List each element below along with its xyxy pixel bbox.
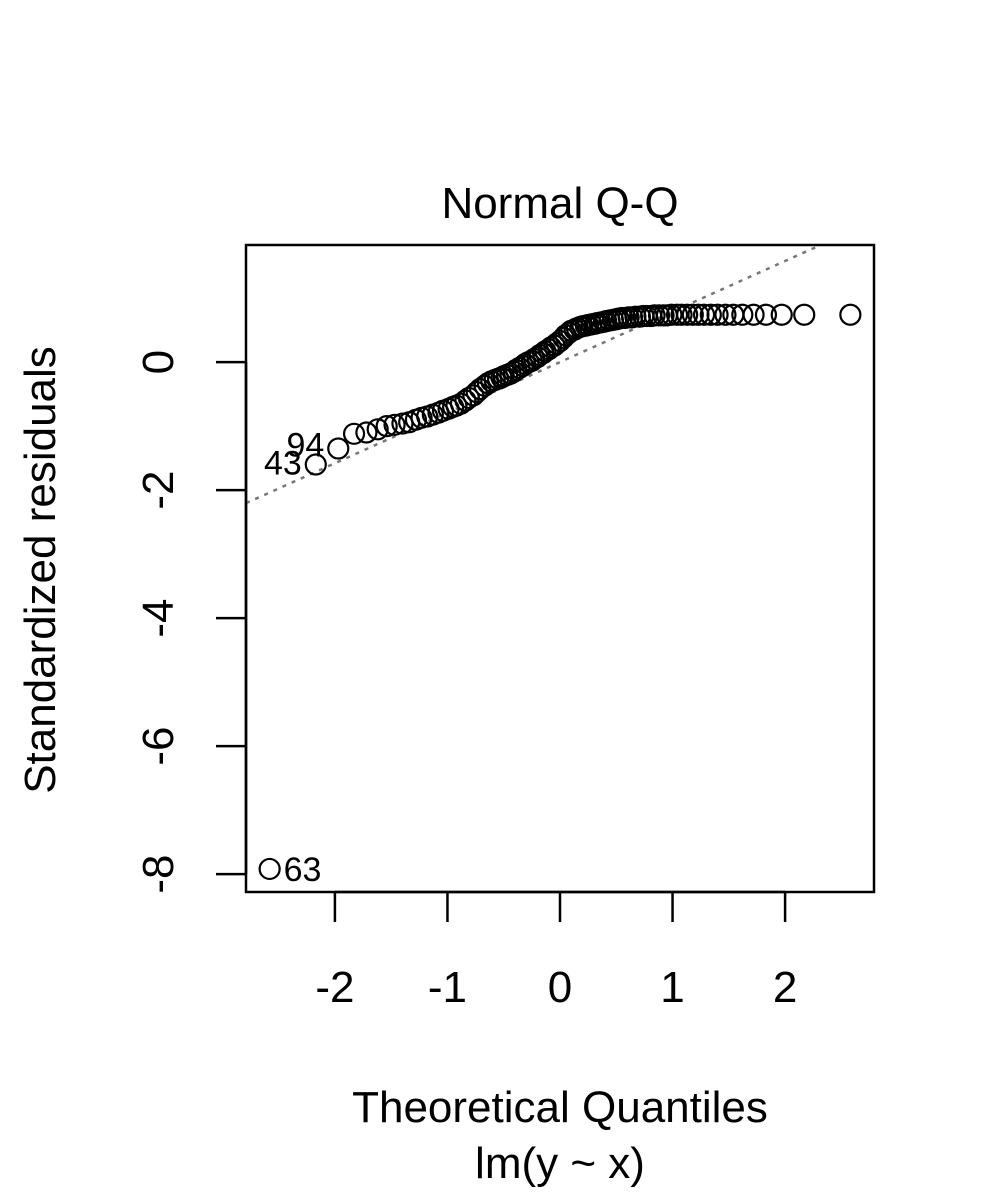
data-point [366, 418, 389, 441]
data-point [342, 422, 366, 445]
x-tick-label: 0 [548, 963, 572, 1012]
data-point [383, 413, 406, 436]
data-point [258, 857, 281, 881]
x-tick-label: -2 [315, 963, 354, 1012]
data-point [681, 303, 704, 326]
y-tick-label: -8 [134, 855, 183, 894]
y-tick-label: -4 [134, 599, 183, 638]
data-point [706, 303, 729, 326]
data-point [793, 303, 816, 326]
y-axis: 0 -2 -4 -6 -8 [134, 350, 248, 894]
y-tick-label: -2 [134, 471, 183, 510]
data-point [770, 303, 793, 326]
data-point [754, 303, 778, 326]
y-tick-label: -6 [134, 727, 183, 766]
points-layer [258, 303, 862, 881]
data-point [660, 303, 683, 326]
data-point [699, 303, 722, 326]
data-point [304, 453, 327, 476]
x-tick-label: 1 [660, 963, 684, 1012]
data-point [375, 415, 398, 438]
x-axis-title: Theoretical Quantiles [352, 1083, 768, 1132]
data-point [670, 303, 693, 326]
model-formula-label: lm(y ~ x) [475, 1139, 645, 1188]
data-point [839, 303, 862, 326]
data-point [355, 421, 378, 444]
y-axis-title: Standardized residuals [16, 346, 65, 794]
y-tick-label: 0 [134, 350, 183, 374]
x-tick-label: 2 [773, 963, 797, 1012]
x-tick-label: -1 [428, 963, 467, 1012]
data-point [731, 303, 754, 326]
outlier-label: 63 [284, 851, 322, 889]
outlier-label: 43 [264, 445, 302, 483]
data-point [327, 437, 350, 460]
outlier-label: 94 [286, 427, 324, 465]
reference-line-layer [245, 243, 822, 505]
x-axis: -2 -1 0 1 2 [315, 890, 797, 1012]
chart-title: Normal Q-Q [441, 179, 678, 228]
data-point [714, 303, 737, 326]
qq-reference-line [245, 243, 822, 505]
data-point [742, 303, 765, 326]
data-point [692, 303, 716, 326]
data-point [676, 303, 699, 326]
